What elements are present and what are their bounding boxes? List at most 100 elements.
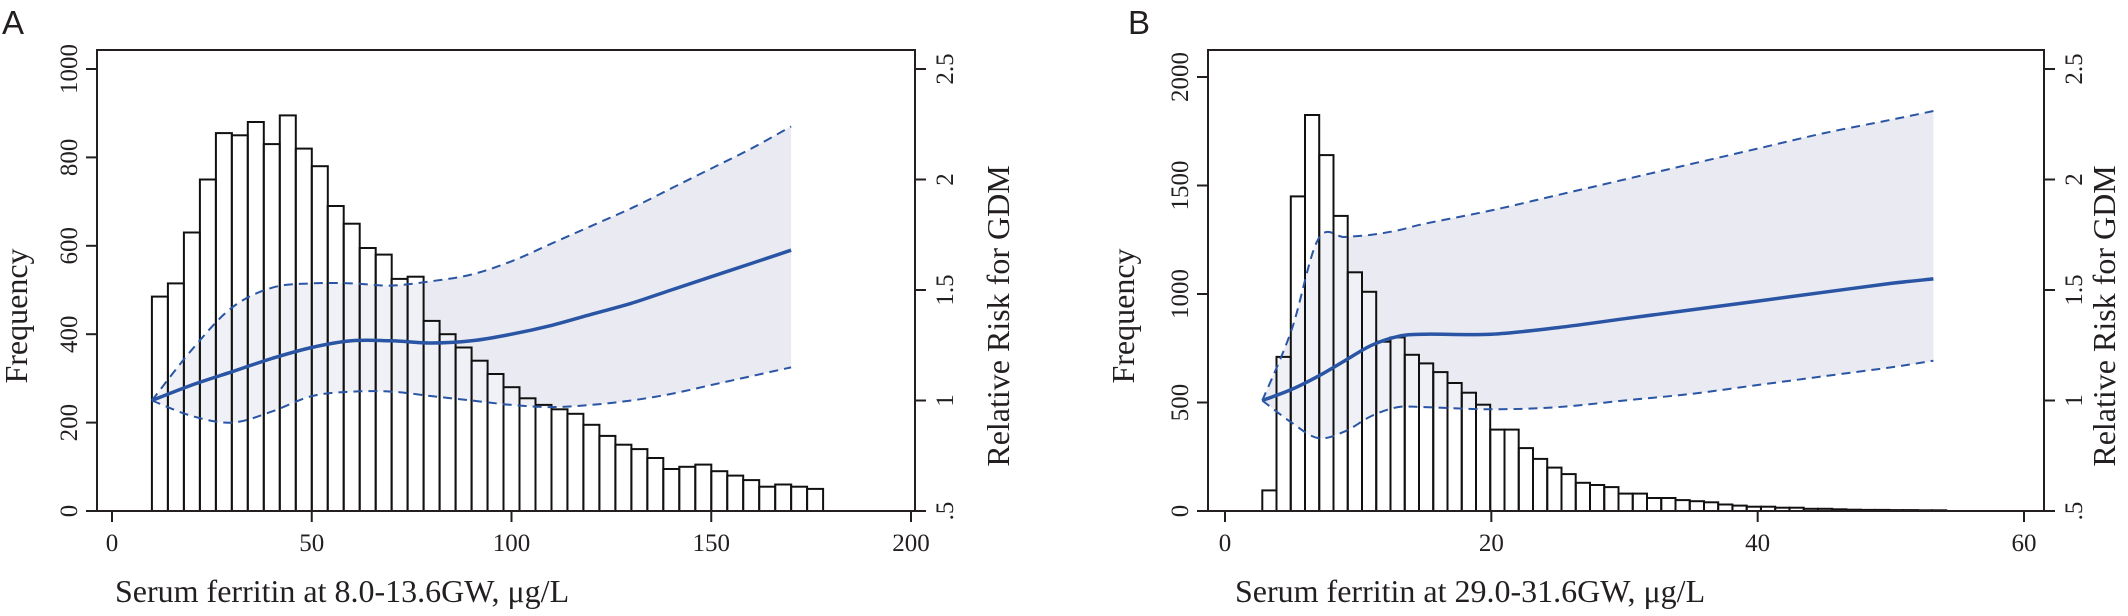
- histogram-bar: [1261, 489, 1278, 512]
- histogram-bar: [678, 465, 697, 512]
- histogram-bar: [758, 485, 777, 513]
- histogram-bar: [166, 282, 185, 512]
- histogram-bar: [214, 132, 233, 512]
- histogram-bar: [358, 247, 377, 512]
- y-tick-label: 1000: [56, 44, 83, 94]
- histogram-bar: [454, 346, 473, 512]
- x-tick-label: 150: [693, 530, 731, 557]
- y-tick-label: 0: [56, 505, 83, 518]
- histogram-bar: [326, 205, 345, 512]
- histogram-bar: [1532, 457, 1549, 512]
- histogram-bar: [278, 114, 297, 513]
- y2-tick-label: 2.5: [2061, 53, 2088, 84]
- histogram-bar: [1403, 353, 1421, 512]
- histogram-bar: [182, 231, 201, 512]
- x-tick-label: 100: [493, 530, 531, 557]
- histogram-bar: [1489, 428, 1506, 513]
- histogram-bar: [486, 373, 505, 512]
- histogram-bar: [726, 474, 745, 513]
- histogram-bar: [1546, 466, 1563, 513]
- histogram-bar: [1275, 355, 1292, 512]
- panel-label-a: A: [2, 4, 24, 41]
- y2-tick-label: 1.5: [932, 274, 959, 305]
- histogram-bar: [1346, 271, 1364, 512]
- y-tick-label: 400: [56, 315, 83, 353]
- histogram-bar: [246, 121, 265, 512]
- y2-tick-label: .5: [932, 502, 959, 521]
- histogram-bar: [1475, 403, 1492, 513]
- histogram-bar: [1631, 492, 1649, 513]
- risk-curves: [151, 125, 792, 424]
- x-axis: 0 20 40 60: [1219, 511, 2037, 557]
- histogram-bar: [1688, 500, 1706, 513]
- histogram-bar: [662, 468, 681, 512]
- histogram-bar: [1446, 382, 1463, 512]
- y-tick-label: 1500: [1167, 161, 1194, 211]
- x-tick-label: 40: [1745, 530, 1770, 557]
- panel-a: A 0 50 100 150 200 0 200 400 600 800 1000 .5 1 1.5 2…: [0, 4, 1016, 609]
- histogram-bar: [630, 448, 649, 513]
- histogram-bar: [1660, 497, 1677, 512]
- y-axis-title: Frequency: [1105, 248, 1141, 383]
- histogram-bar: [742, 479, 761, 513]
- histogram-bar: [470, 359, 489, 513]
- y2-tick-label: 1.5: [2061, 274, 2088, 305]
- x-tick-label: 0: [1219, 530, 1232, 557]
- histogram-bar: [1560, 473, 1577, 513]
- histogram-bar: [550, 408, 569, 512]
- histogram-bar: [566, 412, 585, 512]
- histogram-bar: [614, 443, 633, 513]
- histogram-bar: [582, 423, 601, 512]
- panel-b: B 0 20 40 60 0 500 1000 1500 2000 .5 1 1.5 2 2.5 Se…: [1105, 4, 2122, 609]
- x-tick-label: 60: [2012, 530, 2037, 557]
- y-axis-left: 0 200 400 600 800 1000: [56, 44, 97, 517]
- histogram-bar: [1432, 371, 1449, 512]
- histogram-bar: [310, 165, 329, 512]
- y2-tick-label: .5: [2061, 502, 2088, 521]
- histogram-bar: [1289, 195, 1307, 512]
- histogram-bar: [230, 134, 249, 513]
- y2-axis-title: Relative Risk for GDM: [2086, 165, 2122, 466]
- plot-frame: [1207, 49, 2045, 512]
- y-tick-label: 800: [56, 139, 83, 177]
- x-tick-label: 50: [299, 530, 324, 557]
- histogram-bar: [262, 143, 281, 512]
- lower-ci-line: [151, 366, 792, 424]
- histogram-bar: [1503, 428, 1520, 513]
- confidence-band: [1262, 111, 1934, 439]
- histogram-bar: [1361, 290, 1378, 512]
- histogram-bar: [598, 434, 617, 512]
- histogram-bar: [294, 147, 313, 512]
- histogram-bar: [422, 319, 441, 512]
- histogram-bar: [1460, 391, 1478, 513]
- y2-tick-label: 1: [932, 394, 959, 407]
- histogram-bar: [1389, 336, 1406, 512]
- histogram-bar: [1646, 497, 1663, 512]
- histogram-bar: [806, 487, 825, 512]
- histogram-bar: [1517, 447, 1535, 513]
- histogram-bar: [1617, 492, 1634, 513]
- histogram-bar: [694, 463, 713, 513]
- histogram-bar: [1574, 481, 1592, 512]
- histogram-bar: [1603, 486, 1620, 513]
- histogram-bar: [1318, 154, 1335, 512]
- histogram-bar: [774, 483, 793, 512]
- confidence-band-area: [1262, 111, 1934, 439]
- histogram-bar: [1304, 114, 1321, 512]
- x-tick-label: 20: [1479, 530, 1504, 557]
- risk-curves: [1261, 110, 1934, 440]
- histogram-bar: [1418, 362, 1435, 512]
- y2-tick-label: 2.5: [932, 53, 959, 84]
- histogram-bars: [150, 114, 825, 513]
- upper-ci-line: [1261, 110, 1934, 401]
- histogram-bar: [198, 178, 217, 512]
- histogram-bar: [518, 397, 537, 512]
- histogram-bar: [438, 333, 457, 513]
- relative-risk-line: [1261, 277, 1934, 403]
- y-tick-label: 0: [1167, 505, 1194, 518]
- histogram-bar: [790, 485, 809, 513]
- panel-label-b: B: [1128, 4, 1150, 41]
- histogram-bar: [1703, 501, 1720, 512]
- y-axis-title: Frequency: [0, 248, 34, 383]
